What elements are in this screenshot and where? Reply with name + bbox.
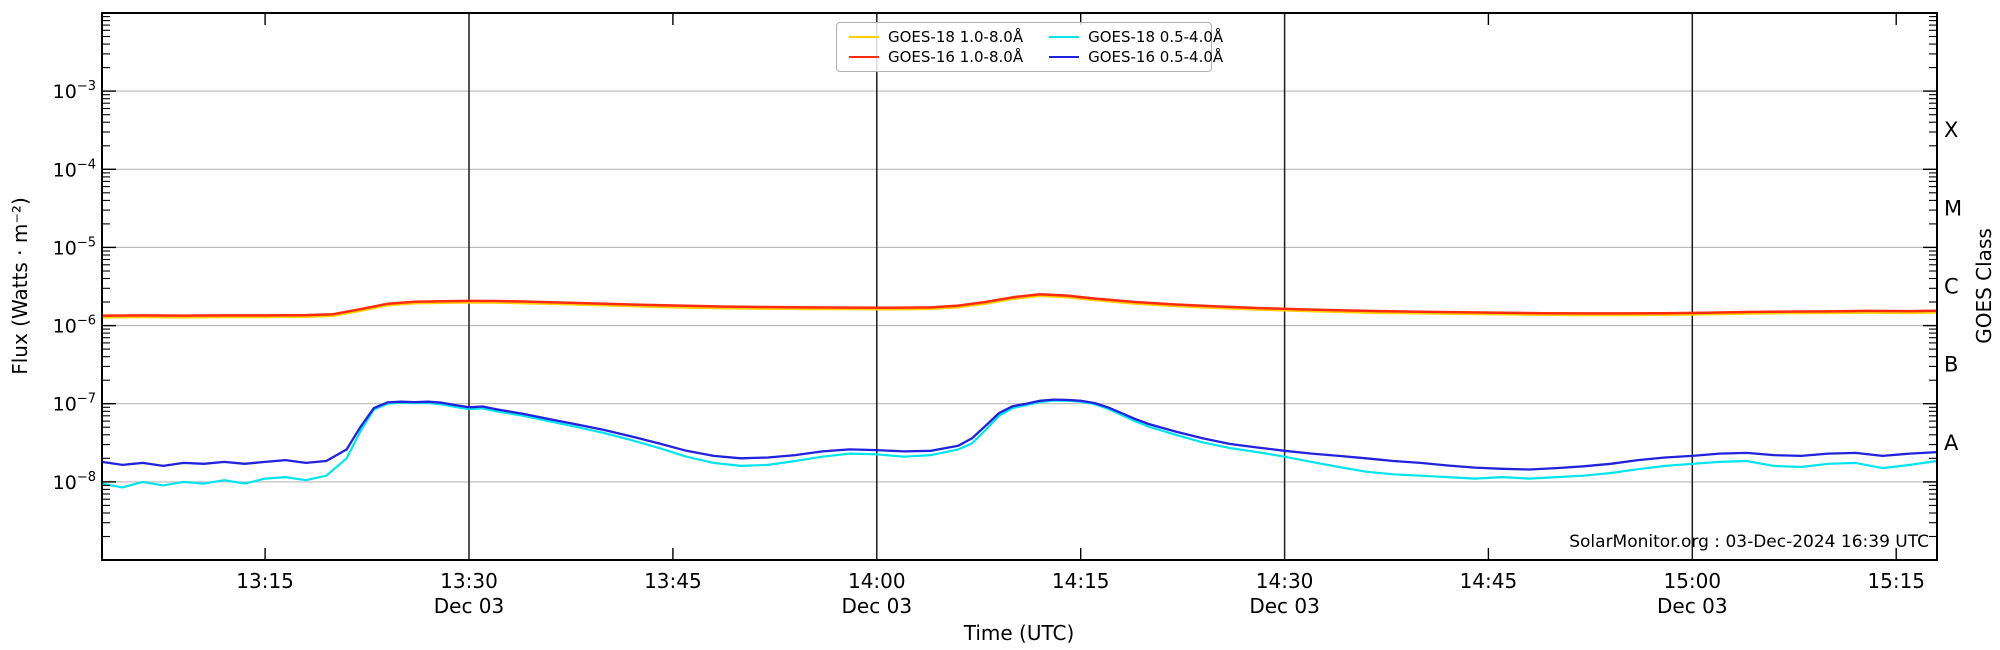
x-date-label: Dec 03 bbox=[434, 594, 505, 618]
x-tick-label: 13:45 bbox=[644, 569, 702, 593]
goes-class-letter: C bbox=[1944, 275, 1959, 299]
x-tick-label: 14:45 bbox=[1460, 569, 1518, 593]
legend-swatch-goes-16-long bbox=[849, 56, 879, 58]
series-layer bbox=[102, 292, 1937, 489]
series-line-goes-18-short bbox=[102, 399, 1937, 489]
x-tick-label: 13:15 bbox=[236, 569, 294, 593]
right-axis-title: GOES Class bbox=[1972, 228, 1996, 344]
y-tick-label: 10−6 bbox=[53, 314, 96, 338]
solarmonitor-watermark: SolarMonitor.org : 03-Dec-2024 16:39 UTC bbox=[1569, 532, 1929, 552]
legend-label-goes-18-short: GOES-18 0.5-4.0Å bbox=[1088, 27, 1224, 46]
y-tick-label: 10−5 bbox=[53, 235, 96, 259]
y-axis-title: Flux (Watts · m⁻²) bbox=[8, 197, 32, 375]
x-date-label: Dec 03 bbox=[842, 594, 913, 618]
x-date-label: Dec 03 bbox=[1657, 594, 1728, 618]
x-date-label: Dec 03 bbox=[1249, 594, 1320, 618]
series-line-goes-18-long bbox=[102, 294, 1937, 319]
y-tick-label: 10−7 bbox=[53, 392, 96, 416]
legend-label-goes-16-long: GOES-16 1.0-8.0Å bbox=[888, 47, 1024, 66]
legend-swatch-goes-16-short bbox=[1049, 56, 1080, 58]
axes-frame-layer bbox=[101, 12, 1938, 561]
goes-class-letter: M bbox=[1944, 196, 1962, 220]
series-line-goes-16-short bbox=[102, 398, 1937, 471]
y-tick-label: 10−4 bbox=[53, 157, 96, 181]
goes-class-letter: X bbox=[1944, 118, 1958, 142]
x-tick-label: 13:30 bbox=[440, 569, 498, 593]
legend-item-goes-18-short: GOES-18 0.5-4.0Å bbox=[1049, 27, 1224, 46]
series-line-goes-16-long bbox=[102, 292, 1937, 317]
legend-item-goes-16-long: GOES-16 1.0-8.0Å bbox=[849, 47, 1024, 66]
x-tick-label: 15:00 bbox=[1663, 569, 1721, 593]
y-tick-label: 10−8 bbox=[53, 470, 96, 494]
x-tick-label: 14:00 bbox=[848, 569, 906, 593]
goes-class-letter: A bbox=[1944, 431, 1959, 455]
plot-border bbox=[101, 12, 1938, 561]
legend-item-goes-18-long: GOES-18 1.0-8.0Å bbox=[849, 27, 1024, 46]
gridlines-layer bbox=[102, 90, 1937, 483]
x-tick-label: 15:15 bbox=[1867, 569, 1925, 593]
date-gridlines-layer bbox=[468, 13, 1694, 560]
legend-item-goes-16-short: GOES-16 0.5-4.0Å bbox=[1049, 47, 1224, 66]
goes-class-letter: B bbox=[1944, 353, 1958, 377]
legend-swatch-goes-18-long bbox=[849, 36, 879, 38]
x-tick-label: 14:15 bbox=[1052, 569, 1110, 593]
tick-marks-layer bbox=[102, 13, 1937, 560]
legend-swatch-goes-18-short bbox=[1049, 36, 1080, 38]
legend-label-goes-16-short: GOES-16 0.5-4.0Å bbox=[1088, 47, 1224, 66]
x-tick-label: 14:30 bbox=[1256, 569, 1314, 593]
legend-label-goes-18-long: GOES-18 1.0-8.0Å bbox=[888, 27, 1024, 46]
x-axis-title: Time (UTC) bbox=[963, 621, 1075, 645]
y-tick-label: 10−3 bbox=[53, 79, 96, 103]
legend: GOES-18 1.0-8.0Å GOES-16 1.0-8.0Å GOES-18 … bbox=[836, 22, 1223, 72]
